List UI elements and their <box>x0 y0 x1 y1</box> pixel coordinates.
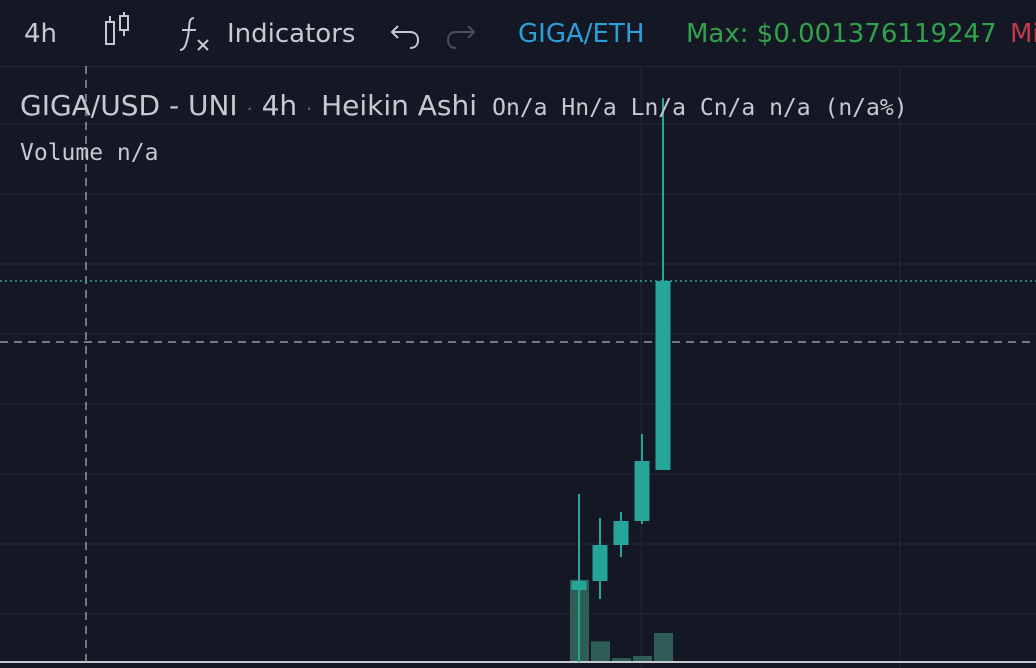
crosshair <box>0 66 1036 668</box>
volume-bars <box>570 579 673 661</box>
legend-separator: · <box>306 99 312 120</box>
symbol-label[interactable]: GIGA/USD - UNI <box>20 89 238 122</box>
pair-selector[interactable]: GIGA/ETH <box>518 19 645 49</box>
ohlc-values: On/a Hn/a Ln/a Cn/a n/a (n/a%) <box>492 95 908 121</box>
volume-bar <box>591 641 610 661</box>
candle-body <box>592 545 608 581</box>
candle <box>634 434 650 524</box>
candle <box>613 512 629 557</box>
undo-icon[interactable] <box>388 14 422 54</box>
volume-bar <box>633 655 652 661</box>
candle <box>571 494 587 662</box>
chart-legend: GIGA/USD - UNI · 4h · Heikin Ashi On/a H… <box>20 88 908 124</box>
volume-legend: Volume n/a <box>20 140 159 166</box>
timeframe-button[interactable]: 4h <box>24 19 58 49</box>
grid-lines <box>0 66 1036 668</box>
candle <box>592 518 608 599</box>
redo-icon[interactable] <box>444 14 478 54</box>
indicators-button[interactable]: Indicators <box>227 19 356 49</box>
function-icon[interactable] <box>178 12 212 52</box>
candle-body <box>634 461 650 521</box>
volume-bar <box>654 633 673 661</box>
volume-bar <box>612 658 631 661</box>
min-price-label: Mi <box>1010 19 1036 49</box>
candles <box>571 98 671 662</box>
chart-style-label: Heikin Ashi <box>321 89 478 122</box>
candle-body <box>655 281 671 470</box>
price-chart[interactable] <box>0 66 1036 668</box>
candle <box>655 98 671 470</box>
interval-label: 4h <box>261 89 298 122</box>
chart-canvas[interactable] <box>0 66 1036 668</box>
candlestick-icon[interactable] <box>102 10 132 50</box>
max-price-label: Max: $0.001376119247 <box>686 19 997 49</box>
top-toolbar: 4h Indicators <box>0 0 1036 67</box>
legend-separator: · <box>246 99 253 120</box>
candle-body <box>571 581 587 590</box>
candle-body <box>613 521 629 545</box>
